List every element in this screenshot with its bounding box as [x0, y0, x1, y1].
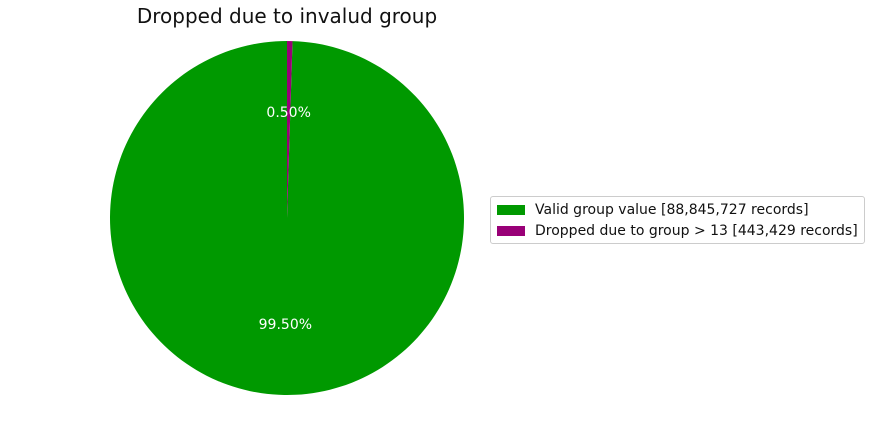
legend: Valid group value [88,845,727 records] D… — [490, 196, 865, 244]
pie-slice-dropped — [287, 41, 293, 218]
pie-slice-valid — [110, 41, 465, 395]
pie-percent-label-dropped: 0.50% — [266, 105, 310, 121]
legend-label-valid: Valid group value [88,845,727 records] — [535, 201, 809, 218]
legend-item-valid: Valid group value [88,845,727 records] — [497, 199, 858, 220]
legend-swatch-dropped — [497, 225, 525, 236]
legend-item-dropped: Dropped due to group > 13 [443,429 recor… — [497, 220, 858, 241]
legend-swatch-valid — [497, 204, 525, 215]
pie-percent-labels: 99.50% 0.50% — [259, 105, 312, 333]
pie-slices — [110, 41, 465, 395]
legend-label-dropped: Dropped due to group > 13 [443,429 recor… — [535, 222, 858, 239]
pie-percent-label-valid: 99.50% — [259, 317, 312, 333]
chart-title: Dropped due to invalud group — [136, 4, 438, 28]
